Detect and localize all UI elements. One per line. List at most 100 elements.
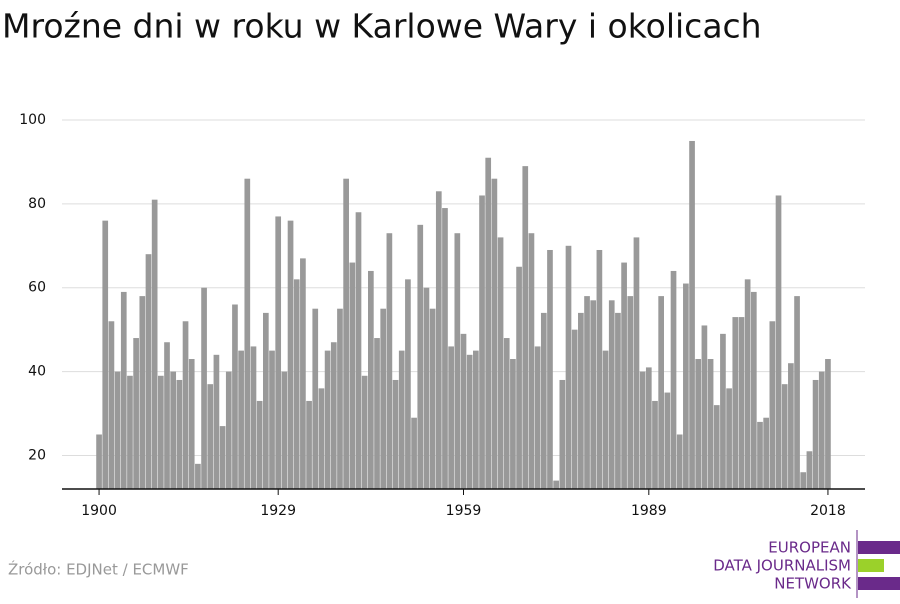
- bar: [633, 237, 640, 489]
- bar: [510, 359, 516, 489]
- bar: [750, 291, 757, 489]
- bar: [256, 400, 263, 489]
- bar: [818, 371, 825, 489]
- bar: [262, 312, 269, 489]
- y-tick-label: 40: [28, 364, 46, 380]
- y-tick-label: 20: [28, 447, 46, 463]
- chart-title: Mroźne dni w roku w Karlowe Wary i okoli…: [2, 7, 762, 46]
- bar: [188, 359, 195, 489]
- y-tick-label: 100: [19, 112, 46, 128]
- bar: [201, 287, 207, 489]
- bar: [244, 178, 251, 490]
- bar: [485, 157, 492, 489]
- bar: [102, 220, 109, 490]
- bar: [337, 308, 343, 489]
- bar: [701, 325, 708, 489]
- bar: [417, 224, 424, 490]
- bar: [720, 333, 726, 489]
- logo-bar: [858, 541, 900, 554]
- bar: [812, 379, 819, 489]
- bar: [466, 354, 473, 489]
- bar: [497, 237, 504, 489]
- bar: [479, 195, 485, 489]
- bar: [133, 338, 139, 489]
- bar: [590, 300, 597, 489]
- bar: [176, 379, 183, 489]
- bar: [300, 258, 306, 489]
- bar: [380, 308, 387, 489]
- source: Źródło: EDJNet / ECMWF: [8, 560, 189, 579]
- logo-bar: [858, 577, 900, 590]
- bar: [695, 359, 702, 489]
- bar: [405, 279, 411, 489]
- bar: [145, 254, 152, 489]
- bar: [794, 296, 800, 489]
- bar: [448, 346, 454, 489]
- bar: [769, 321, 776, 489]
- bar: [139, 296, 146, 489]
- bar: [615, 312, 621, 489]
- bar: [713, 405, 720, 489]
- bar: [361, 375, 368, 489]
- x-tick-label: 2018: [810, 503, 846, 519]
- x-tick-label: 1959: [446, 503, 482, 519]
- bar: [534, 346, 541, 489]
- bar: [788, 363, 794, 489]
- x-tick-label: 1989: [631, 503, 667, 519]
- bar: [120, 291, 127, 489]
- bar: [516, 266, 522, 489]
- bar: [503, 338, 510, 489]
- bar: [275, 216, 282, 489]
- bar: [349, 262, 356, 489]
- bar: [374, 338, 380, 489]
- bar: [621, 262, 627, 489]
- bar: [825, 359, 831, 489]
- bar: [312, 308, 319, 489]
- bar: [775, 195, 782, 489]
- bar: [386, 233, 393, 489]
- bar: [645, 367, 652, 489]
- bar: [392, 379, 399, 489]
- bar: [683, 283, 689, 489]
- bar: [578, 312, 584, 489]
- bar: [368, 270, 374, 489]
- bar: [522, 166, 529, 489]
- bar: [423, 287, 430, 489]
- bar: [324, 350, 331, 489]
- bar: [170, 371, 177, 489]
- bar: [96, 434, 102, 489]
- bar: [442, 208, 448, 489]
- bar: [238, 350, 244, 489]
- bar: [454, 233, 461, 489]
- bar: [287, 220, 294, 490]
- bar: [343, 178, 349, 490]
- bar: [114, 371, 121, 489]
- bar: [707, 359, 714, 489]
- bar: [732, 317, 739, 489]
- bar: [411, 417, 417, 489]
- bar: [232, 304, 238, 489]
- bar: [225, 371, 232, 489]
- bar: [676, 434, 683, 489]
- bar: [547, 249, 553, 489]
- bar: [781, 384, 788, 489]
- bar: [670, 270, 677, 489]
- bar: [602, 350, 609, 489]
- bar: [207, 384, 214, 489]
- bar: [744, 279, 751, 489]
- bar: [664, 392, 671, 489]
- bar: [429, 308, 436, 489]
- bar: [763, 417, 770, 489]
- bar: [553, 480, 559, 489]
- bar: [281, 371, 288, 489]
- bar: [584, 296, 590, 489]
- bar: [639, 371, 646, 489]
- bar: [689, 140, 695, 489]
- logo-text: DATA JOURNALISM: [713, 557, 851, 575]
- bar: [435, 191, 442, 489]
- logo-bar: [858, 559, 884, 572]
- bar: [151, 199, 158, 489]
- bar: [806, 451, 813, 489]
